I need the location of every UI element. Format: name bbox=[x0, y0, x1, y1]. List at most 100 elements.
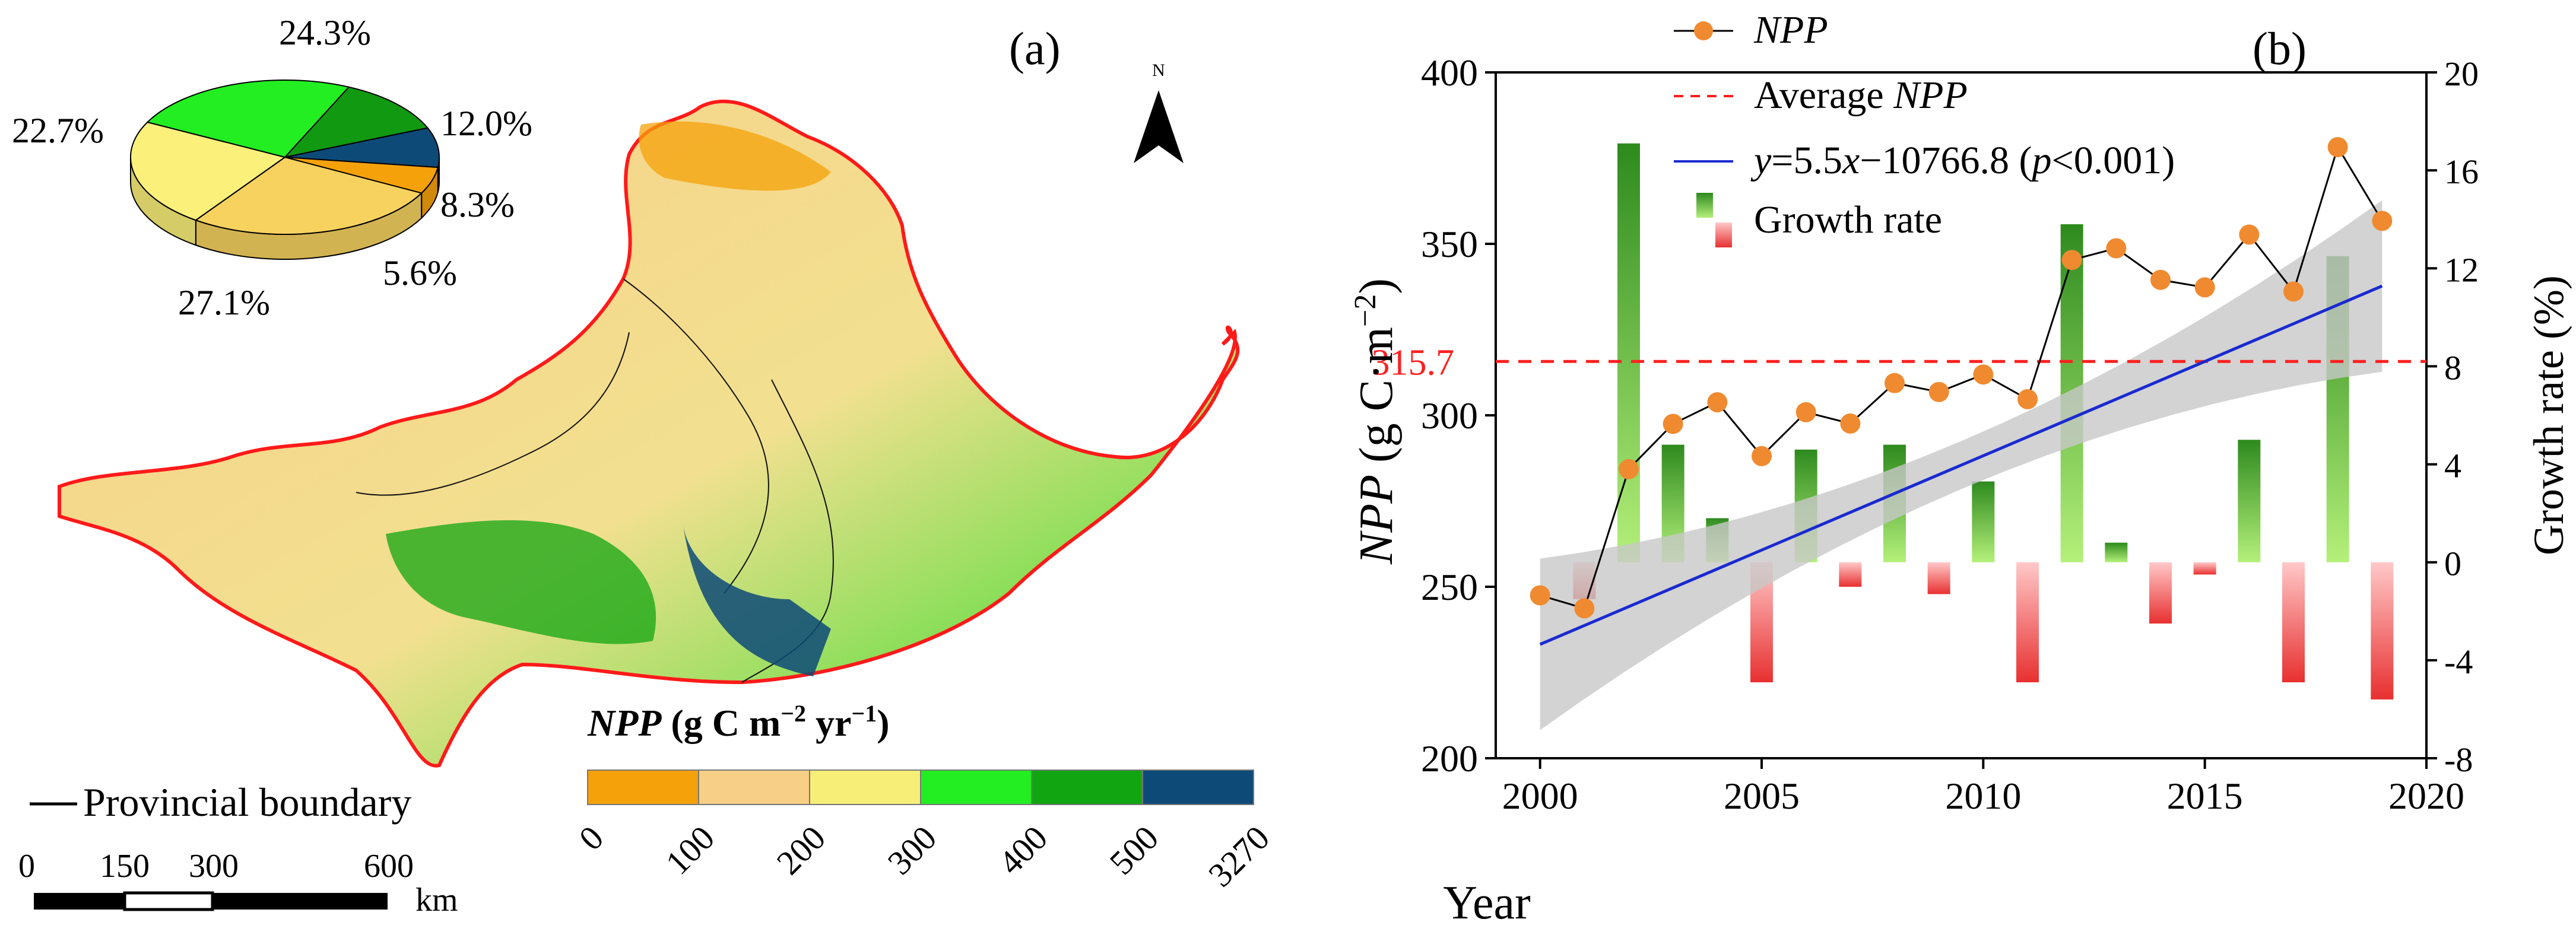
map-forest-region bbox=[386, 520, 656, 644]
npp-point bbox=[1973, 364, 1994, 385]
pie-label-1: 24.3% bbox=[279, 13, 371, 52]
y2-tick-label: 8 bbox=[2444, 348, 2461, 387]
legend-color-segment bbox=[1142, 770, 1254, 805]
npp-point bbox=[2327, 137, 2348, 158]
scale-tick-600: 600 bbox=[364, 848, 414, 885]
npp-point bbox=[1752, 446, 1772, 466]
y2-tick-label: 12 bbox=[2444, 250, 2479, 289]
scale-tick-300: 300 bbox=[189, 848, 239, 885]
map-high-npp-region bbox=[683, 522, 831, 676]
legend-tick-label: 200 bbox=[769, 818, 833, 882]
pie-slice bbox=[146, 80, 350, 158]
legend-tick-label: 500 bbox=[1102, 818, 1166, 882]
scale-bar: 0 150 300 600 km bbox=[18, 848, 458, 918]
y-tick-label: 300 bbox=[1421, 395, 1478, 437]
legend-tick-label: 3270 bbox=[1201, 818, 1277, 894]
growth-rate-bar bbox=[1839, 562, 1862, 587]
growth-rate-bar bbox=[2371, 562, 2394, 699]
basin-map bbox=[58, 99, 1240, 768]
npp-point bbox=[2017, 389, 2038, 409]
growth-rate-bar bbox=[2238, 440, 2261, 562]
growth-rate-bar bbox=[2149, 562, 2172, 624]
x-tick-label: 2020 bbox=[2388, 775, 2464, 817]
y-tick-label: 350 bbox=[1421, 223, 1478, 265]
y-axis-title: NPP (g C·m−2) bbox=[1349, 278, 1403, 565]
legend-color-bar bbox=[587, 770, 1254, 805]
legend-npp-marker bbox=[1694, 21, 1713, 40]
x-tick-label: 2015 bbox=[2167, 775, 2243, 817]
y2-tick-label: 20 bbox=[2444, 55, 2479, 93]
legend-tick-label: 400 bbox=[991, 818, 1055, 882]
npp-point bbox=[1840, 413, 1861, 434]
basin-outline bbox=[58, 99, 1240, 768]
npp-point bbox=[2372, 211, 2393, 231]
pie-slice bbox=[130, 121, 287, 221]
north-arrow-left-icon bbox=[1134, 90, 1159, 163]
pie-chart bbox=[130, 80, 440, 260]
y-tick-label: 200 bbox=[1421, 737, 1478, 780]
boundary-legend-label: Provincial boundary bbox=[83, 780, 411, 825]
north-arrow-right-icon bbox=[1159, 90, 1184, 163]
npp-point bbox=[1619, 459, 1639, 479]
x-tick-label: 2005 bbox=[1724, 775, 1800, 817]
panel-b-label: (b) bbox=[2253, 23, 2307, 74]
npp-point bbox=[1885, 373, 1905, 393]
npp-series bbox=[1530, 137, 2393, 619]
npp-point bbox=[2150, 269, 2171, 290]
growth-rate-bar bbox=[1617, 143, 1640, 562]
y2-tick-label: -4 bbox=[2444, 643, 2473, 681]
pie-label-3: 8.3% bbox=[440, 185, 515, 224]
trend-line-path bbox=[1539, 284, 2383, 646]
npp-point bbox=[2283, 281, 2304, 302]
npp-point bbox=[1663, 414, 1683, 434]
npp-point bbox=[1530, 585, 1550, 606]
pie-label-5: 27.1% bbox=[178, 283, 270, 322]
pie-slice bbox=[283, 86, 429, 158]
y2-tick-label: -8 bbox=[2444, 740, 2473, 779]
legend-title: NPP (g C m−2 yr−1) bbox=[587, 700, 890, 744]
map-desert-region bbox=[639, 121, 831, 191]
north-arrow-label: N bbox=[1152, 61, 1165, 80]
trend-line bbox=[1539, 284, 2383, 646]
legend-growth-pos-swatch bbox=[1696, 193, 1713, 218]
legend-color-segment bbox=[1031, 770, 1143, 805]
legend-tick-label: 300 bbox=[880, 818, 944, 882]
growth-rate-bar bbox=[1972, 481, 1995, 562]
growth-rate-bar bbox=[1927, 562, 1950, 594]
legend-npp-label: NPP bbox=[1753, 8, 1828, 52]
map-legend: NPP (g C m−2 yr−1) 0 100 200 300 400 500 3270 bbox=[572, 700, 1277, 894]
legend-color-segment bbox=[587, 770, 699, 805]
growth-rate-bar bbox=[2105, 542, 2128, 562]
npp-point bbox=[2061, 250, 2082, 271]
legend-growth-neg-swatch bbox=[1715, 222, 1732, 247]
x-tick-label: 2000 bbox=[1502, 775, 1578, 817]
scale-segment bbox=[212, 893, 388, 910]
y-tick-label: 400 bbox=[1421, 52, 1478, 94]
legend-color-segment bbox=[809, 770, 921, 805]
pie-label-6: 22.7% bbox=[12, 111, 104, 150]
north-arrow: N bbox=[1134, 61, 1184, 163]
growth-rate-bar bbox=[2282, 562, 2305, 683]
x-tick-label: 2010 bbox=[1945, 775, 2021, 817]
npp-point bbox=[1795, 402, 1816, 422]
npp-point bbox=[2239, 224, 2260, 245]
legend-tick-label: 0 bbox=[572, 818, 611, 857]
panel-b: (b) 200 250 300 350 400 -8 -4 0 4 8 12 16 20 2000 2005… bbox=[1349, 8, 2572, 929]
growth-rate-bar bbox=[2193, 562, 2216, 575]
chart-axes: 200 250 300 350 400 -8 -4 0 4 8 12 16 20 2000 2005 2010… bbox=[1421, 52, 2479, 817]
legend-trend-label: y=5.5x−10766.8 (p<0.001) bbox=[1750, 139, 2175, 182]
growth-rate-bar bbox=[2016, 562, 2039, 683]
y2-axis-title: Growth rate (%) bbox=[2525, 275, 2572, 555]
npp-point bbox=[2106, 238, 2127, 259]
panel-a: (a) N 24.3% 12.0% 8.3% 5.6% 27.1% 22.7% bbox=[12, 13, 1277, 918]
npp-point bbox=[1707, 392, 1728, 413]
pie-label-2: 12.0% bbox=[440, 104, 532, 143]
legend-average-label: Average NPP bbox=[1754, 74, 1968, 117]
npp-point bbox=[1574, 598, 1595, 619]
scale-unit: km bbox=[415, 882, 458, 918]
scale-segment bbox=[123, 891, 214, 911]
x-axis-title: Year bbox=[1443, 877, 1530, 929]
scale-tick-0: 0 bbox=[18, 848, 35, 885]
